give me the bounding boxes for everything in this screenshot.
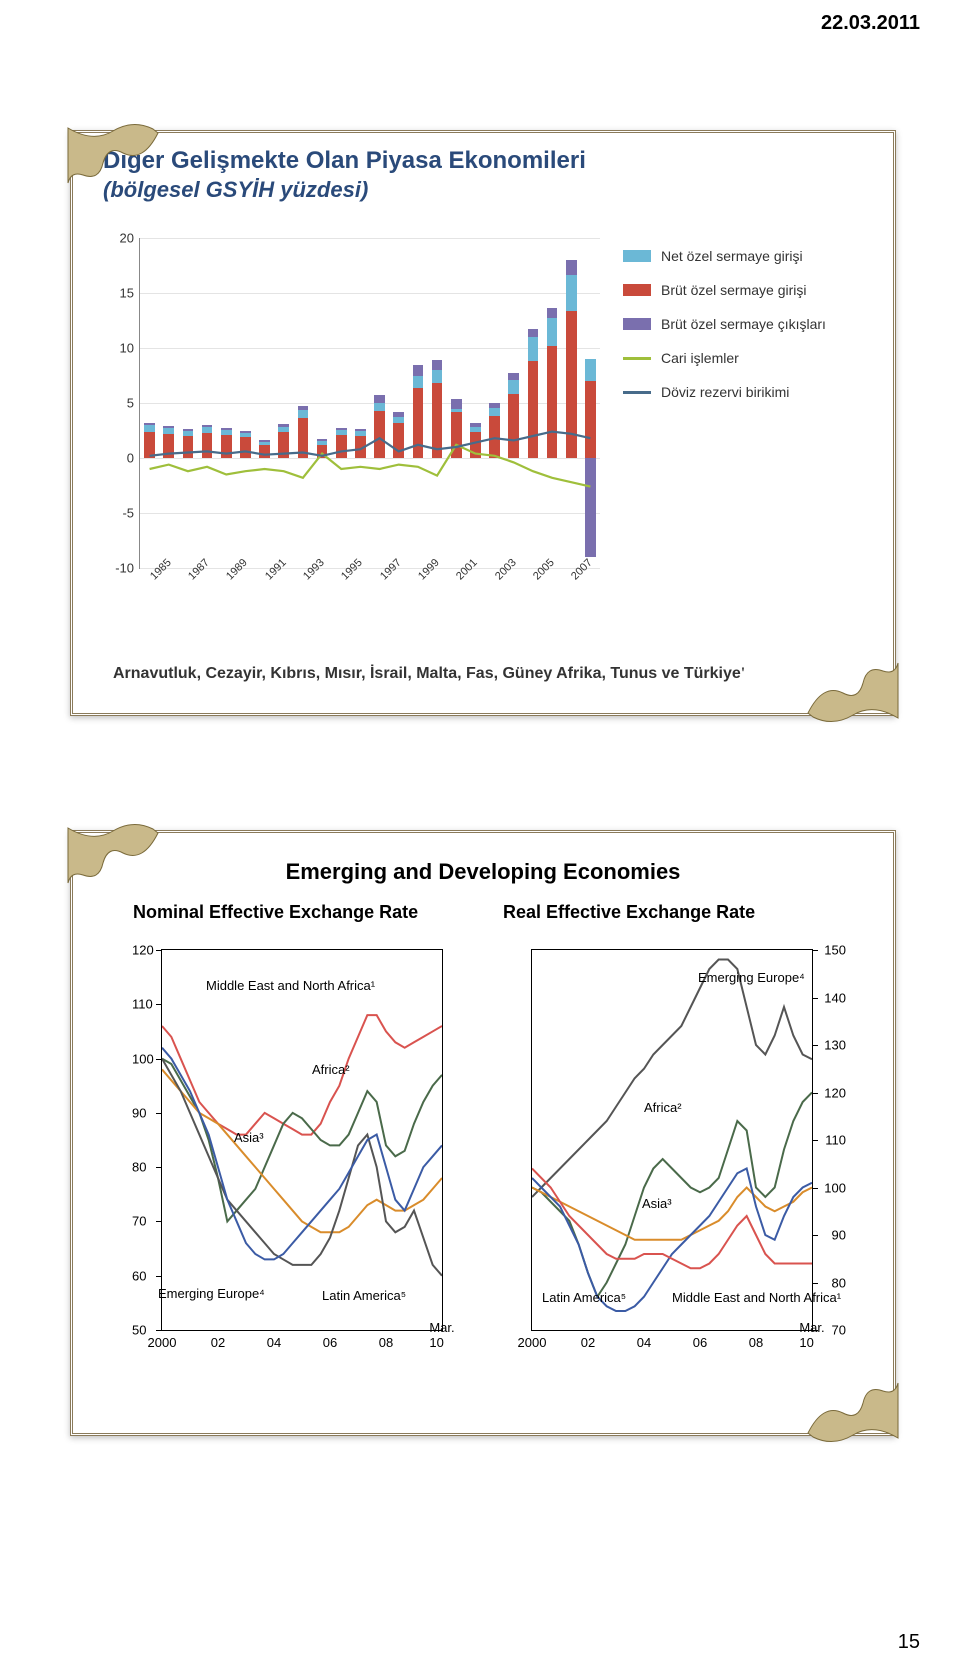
legend-label: Brüt özel sermaye girişi bbox=[661, 282, 807, 298]
series-label: Latin America⁵ bbox=[322, 1288, 406, 1303]
series-label: Latin America⁵ bbox=[542, 1290, 626, 1305]
bottom-slide: Emerging and Developing Economies Nomina… bbox=[70, 830, 896, 1436]
legend-label: Cari işlemler bbox=[661, 350, 739, 366]
bottom-title: Emerging and Developing Economies bbox=[73, 859, 893, 885]
chart-plot-area: -10-505101520198519871989199119931995199… bbox=[139, 238, 600, 569]
chart-legend: Net özel sermaye girişi Brüt özel sermaye… bbox=[623, 248, 843, 418]
legend-label: Brüt özel sermaye çıkışları bbox=[661, 316, 826, 332]
x-tick: 08 bbox=[749, 1335, 763, 1350]
y-tick: 120 bbox=[824, 1085, 846, 1100]
x-tick: 04 bbox=[267, 1335, 281, 1350]
y-tick: 0 bbox=[110, 451, 134, 466]
y-tick: 5 bbox=[110, 396, 134, 411]
y-tick: 140 bbox=[824, 990, 846, 1005]
y-tick: 80 bbox=[132, 1160, 146, 1175]
legend-swatch bbox=[623, 391, 651, 394]
legend-item: Brüt özel sermaye girişi bbox=[623, 282, 843, 298]
corner-scroll-icon bbox=[803, 643, 903, 723]
y-tick: 60 bbox=[132, 1268, 146, 1283]
slide-title: Diğer Gelişmekte Olan Piyasa Ekonomileri bbox=[103, 147, 893, 175]
page-number: 15 bbox=[898, 1631, 920, 1654]
legend-label: Net özel sermaye girişi bbox=[661, 248, 803, 264]
x-tick: 08 bbox=[379, 1335, 393, 1350]
y-tick: 70 bbox=[132, 1214, 146, 1229]
left-panel: Nominal Effective Exchange Rate 50607080… bbox=[133, 903, 473, 1383]
y-tick: 120 bbox=[132, 943, 154, 958]
x-tick: 02 bbox=[211, 1335, 225, 1350]
y-tick: 110 bbox=[132, 997, 153, 1012]
series-label: Middle East and North Africa¹ bbox=[672, 1290, 841, 1305]
y-tick: 150 bbox=[824, 943, 846, 958]
y-tick: 90 bbox=[832, 1228, 846, 1243]
series-label: Emerging Europe⁴ bbox=[158, 1286, 265, 1301]
left-plot: 5060708090100110120200002040608Mar. 10Mi… bbox=[161, 949, 443, 1331]
x-tick: 04 bbox=[637, 1335, 651, 1350]
legend-item: Brüt özel sermaye çıkışları bbox=[623, 316, 843, 332]
legend-swatch bbox=[623, 250, 651, 262]
legend-swatch bbox=[623, 318, 651, 330]
y-tick: 70 bbox=[832, 1323, 846, 1338]
y-tick: -10 bbox=[110, 561, 134, 576]
y-tick: 20 bbox=[110, 231, 134, 246]
y-tick: 90 bbox=[132, 1105, 146, 1120]
x-tick: 2000 bbox=[148, 1335, 177, 1350]
slide-subtitle: (bölgesel GSYİH yüzdesi) bbox=[103, 177, 893, 203]
legend-item: Net özel sermaye girişi bbox=[623, 248, 843, 264]
y-tick: 15 bbox=[110, 286, 134, 301]
y-tick: 130 bbox=[824, 1038, 846, 1053]
series-label: Asia³ bbox=[234, 1130, 264, 1145]
x-tick: 2000 bbox=[518, 1335, 547, 1350]
x-tick: 06 bbox=[693, 1335, 707, 1350]
series-label: Africa² bbox=[312, 1062, 350, 1077]
left-subtitle: Nominal Effective Exchange Rate bbox=[133, 903, 473, 923]
right-subtitle: Real Effective Exchange Rate bbox=[503, 903, 843, 923]
series-label: Africa² bbox=[644, 1100, 682, 1115]
top-chart: -10-505101520198519871989199119931995199… bbox=[103, 228, 863, 628]
x-tick: 06 bbox=[323, 1335, 337, 1350]
y-tick: 80 bbox=[832, 1275, 846, 1290]
y-tick: 50 bbox=[132, 1323, 146, 1338]
series-label: Middle East and North Africa¹ bbox=[206, 978, 375, 993]
legend-item: Döviz rezervi birikimi bbox=[623, 384, 843, 400]
y-tick: -5 bbox=[110, 506, 134, 521]
series-label: Emerging Europe⁴ bbox=[698, 970, 805, 985]
x-tick: 02 bbox=[581, 1335, 595, 1350]
series-label: Asia³ bbox=[642, 1196, 672, 1211]
y-tick: 110 bbox=[825, 1133, 846, 1148]
legend-swatch bbox=[623, 357, 651, 360]
y-tick: 100 bbox=[824, 1180, 846, 1195]
header-date: 22.03.2011 bbox=[821, 12, 920, 35]
right-panel: Real Effective Exchange Rate 70809010011… bbox=[503, 903, 843, 1383]
right-plot: 708090100110120130140150200002040608Mar.… bbox=[531, 949, 813, 1331]
legend-label: Döviz rezervi birikimi bbox=[661, 384, 789, 400]
y-tick: 10 bbox=[110, 341, 134, 356]
legend-swatch bbox=[623, 284, 651, 296]
slide-footnote: Arnavutluk, Cezayir, Kıbrıs, Mısır, İsra… bbox=[113, 665, 813, 683]
legend-item: Cari işlemler bbox=[623, 350, 843, 366]
top-slide: Diğer Gelişmekte Olan Piyasa Ekonomileri… bbox=[70, 130, 896, 716]
y-tick: 100 bbox=[132, 1051, 154, 1066]
